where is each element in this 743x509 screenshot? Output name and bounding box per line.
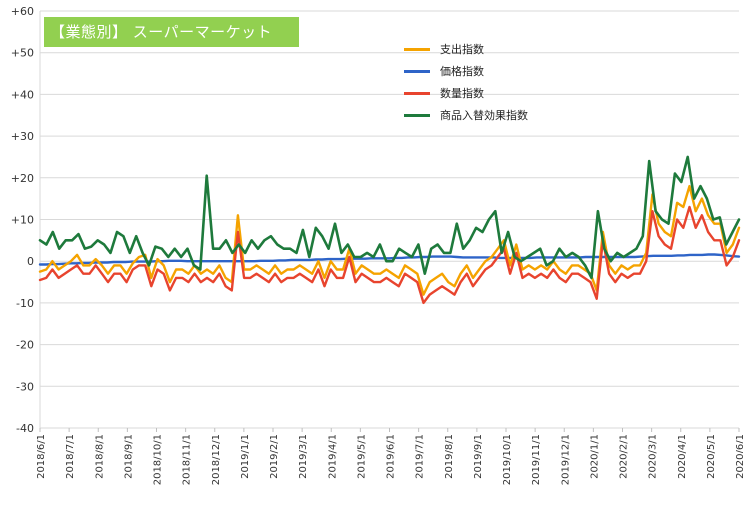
x-tick-label: 2018/10/1 bbox=[153, 434, 164, 485]
series-line bbox=[38, 155, 741, 280]
x-tick-label: 2020/3/1 bbox=[648, 434, 659, 479]
x-tick-label: 2018/11/1 bbox=[182, 434, 193, 485]
y-tick-label: -40 bbox=[16, 422, 34, 435]
x-tick-label: 2019/6/1 bbox=[386, 434, 397, 479]
y-tick-label: -20 bbox=[16, 339, 34, 352]
y-tick-label: -10 bbox=[16, 297, 34, 310]
legend-label-spending: 支出指数 bbox=[440, 43, 484, 56]
x-tick-label: 2018/7/1 bbox=[65, 434, 76, 479]
legend-item-price: 価格指数 bbox=[404, 60, 528, 82]
x-tick-label: 2018/6/1 bbox=[36, 434, 47, 479]
x-tick-label: 2018/8/1 bbox=[94, 434, 105, 479]
y-tick-label: +40 bbox=[11, 88, 34, 101]
x-tick-label: 2019/5/1 bbox=[356, 434, 367, 479]
legend-item-product-replacement: 商品入替効果指数 bbox=[404, 104, 528, 126]
legend-label-quantity: 数量指数 bbox=[440, 87, 484, 100]
x-tick-label: 2019/2/1 bbox=[269, 434, 280, 479]
x-tick-label: 2020/6/1 bbox=[735, 434, 743, 479]
x-tick-label: 2019/3/1 bbox=[298, 434, 309, 479]
series-line bbox=[38, 205, 741, 305]
x-tick-label: 2018/9/1 bbox=[123, 434, 134, 479]
x-axis-ticks: 2018/6/1 2018/7/1 2018/8/1 2018/9/1 2018/10/… bbox=[36, 428, 743, 485]
y-tick-label: +20 bbox=[11, 172, 34, 185]
y-tick-label: -30 bbox=[16, 380, 34, 393]
legend-label-product-replacement: 商品入替効果指数 bbox=[440, 109, 528, 122]
y-tick-label: +60 bbox=[11, 5, 34, 18]
x-tick-label: 2019/4/1 bbox=[327, 434, 338, 479]
grid-lines bbox=[39, 10, 739, 429]
series-lines bbox=[38, 155, 741, 305]
x-tick-label: 2020/5/1 bbox=[706, 434, 717, 479]
x-tick-label: 2018/12/1 bbox=[211, 434, 222, 485]
legend-item-quantity: 数量指数 bbox=[404, 82, 528, 104]
x-tick-label: 2019/9/1 bbox=[473, 434, 484, 479]
legend-swatch-price bbox=[404, 69, 430, 73]
y-tick-label: +10 bbox=[11, 214, 34, 227]
series-line bbox=[38, 184, 741, 296]
x-tick-label: 2019/1/1 bbox=[240, 434, 251, 479]
legend-label-price: 価格指数 bbox=[440, 65, 484, 78]
legend: 支出指数 価格指数 数量指数 商品入替効果指数 bbox=[404, 38, 528, 126]
legend-swatch-quantity bbox=[404, 91, 430, 95]
y-tick-label: +30 bbox=[11, 130, 34, 143]
legend-swatch-spending bbox=[404, 47, 430, 51]
y-tick-label: +50 bbox=[11, 47, 34, 60]
y-axis-ticks: -40 -30 -20 -10 0 +10 +20 +30 +40 +50 +60 bbox=[11, 5, 34, 435]
x-tick-label: 2020/1/1 bbox=[589, 434, 600, 479]
x-tick-label: 2019/12/1 bbox=[560, 434, 571, 485]
x-tick-label: 2019/8/1 bbox=[444, 434, 455, 479]
legend-item-spending: 支出指数 bbox=[404, 38, 528, 60]
x-tick-label: 2020/4/1 bbox=[677, 434, 688, 479]
legend-swatch-product-replacement bbox=[404, 113, 430, 117]
x-tick-label: 2019/11/1 bbox=[531, 434, 542, 485]
x-tick-label: 2019/7/1 bbox=[415, 434, 426, 479]
x-tick-label: 2019/10/1 bbox=[502, 434, 513, 485]
x-tick-label: 2020/2/1 bbox=[619, 434, 630, 479]
chart-title: 【業態別】 スーパーマーケット bbox=[44, 17, 299, 47]
y-tick-label: 0 bbox=[27, 255, 34, 268]
